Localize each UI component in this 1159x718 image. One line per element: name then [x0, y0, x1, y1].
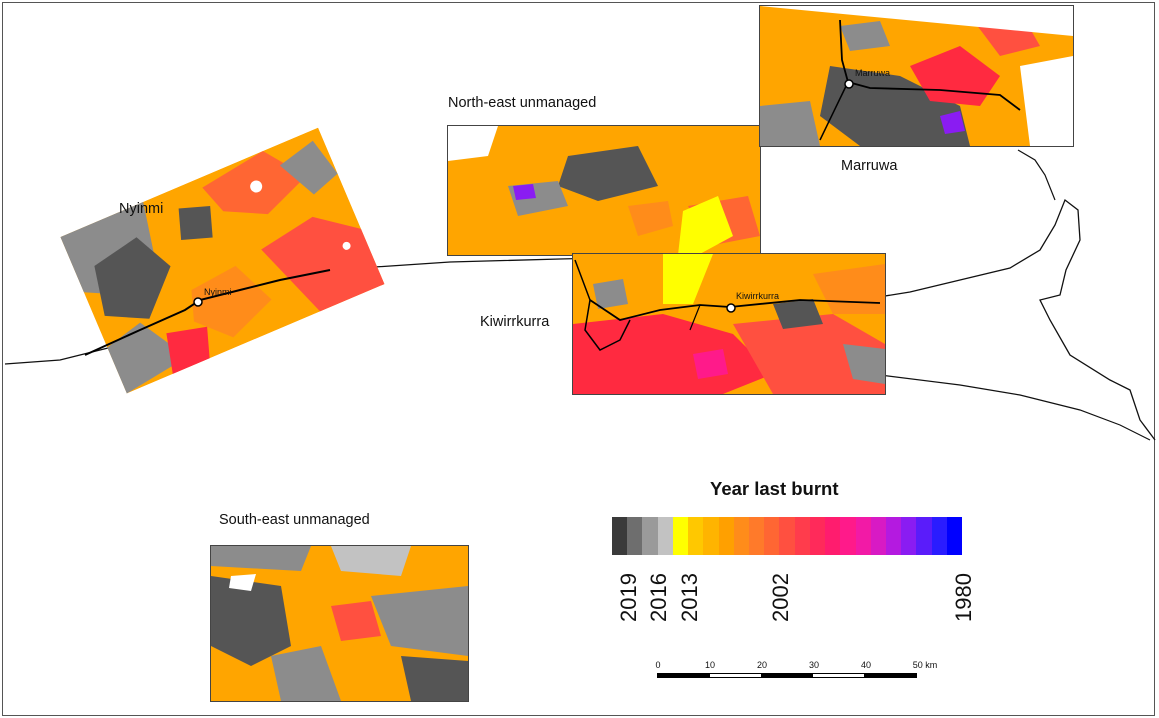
legend-swatch — [885, 517, 902, 555]
south-east-panel — [210, 545, 469, 702]
legend-swatch — [931, 517, 947, 555]
legend-swatch — [870, 517, 886, 555]
marruwa-panel — [759, 5, 1074, 147]
town-label-nyinmi: Nyinmi — [204, 287, 232, 297]
town-label-kiwirrkurra: Kiwirrkurra — [736, 291, 780, 301]
legend-swatch — [779, 517, 795, 555]
legend-swatch — [672, 517, 689, 555]
legend-swatch — [688, 517, 704, 555]
boundary-line-south — [879, 374, 1151, 441]
marruwa-town-marker — [844, 79, 854, 89]
region-label-nyinmi: Nyinmi — [119, 201, 164, 217]
legend-swatch — [916, 517, 932, 555]
legend-swatch — [825, 517, 841, 555]
scalebar — [657, 673, 917, 678]
legend-tick-1980: 1980 — [951, 573, 976, 622]
legend-swatch — [809, 517, 826, 555]
scalebar-label-30: 30 — [808, 660, 820, 670]
scalebar-label-10: 10 — [704, 660, 716, 670]
legend-tick-2013: 2013 — [677, 573, 702, 622]
scalebar-label-40: 40 — [860, 660, 872, 670]
scalebar-label-50km: 50 km — [912, 660, 938, 670]
legend-swatch — [764, 517, 780, 555]
scalebar-label-0: 0 — [655, 660, 661, 670]
region-label-marruwa: Marruwa — [841, 158, 898, 174]
legend-swatch — [733, 517, 749, 555]
legend-swatch — [946, 517, 963, 555]
legend-swatch — [748, 517, 765, 555]
marruwa-burn-map — [760, 6, 1073, 146]
legend-swatch — [840, 517, 856, 555]
town-label-marruwa: Marruwa — [855, 68, 891, 78]
region-label-kiwirrkurra: Kiwirrkurra — [480, 314, 550, 330]
legend-color-ramp — [612, 517, 963, 555]
legend-swatch — [642, 517, 658, 555]
nyinmi-town-marker — [193, 297, 203, 307]
kiwirrkurra-burn-map — [573, 254, 885, 394]
region-label-south-east: South-east unmanaged — [219, 512, 370, 528]
legend-tick-2019: 2019 — [616, 573, 641, 622]
south-east-burn-map — [211, 546, 468, 701]
legend-swatch — [627, 517, 643, 555]
boundary-line-east — [1017, 149, 1056, 201]
north-east-burn-map — [448, 126, 760, 255]
legend-title: Year last burnt — [710, 478, 839, 499]
nyinmi-burn-map — [60, 127, 385, 394]
legend-swatch — [901, 517, 917, 555]
kiwirrkurra-town-marker — [726, 303, 736, 313]
nyinmi-panel — [60, 127, 408, 449]
north-east-panel — [447, 125, 761, 256]
legend-tick-2016: 2016 — [646, 573, 671, 622]
legend-swatch — [718, 517, 734, 555]
legend-swatch — [657, 517, 673, 555]
region-label-north-east: North-east unmanaged — [448, 95, 597, 111]
legend-swatch — [794, 517, 810, 555]
kiwirrkurra-panel — [572, 253, 886, 395]
legend-swatch — [855, 517, 871, 555]
legend-swatch — [703, 517, 719, 555]
legend-swatch — [612, 517, 628, 555]
legend-tick-2002: 2002 — [768, 573, 793, 622]
scalebar-label-20: 20 — [756, 660, 768, 670]
